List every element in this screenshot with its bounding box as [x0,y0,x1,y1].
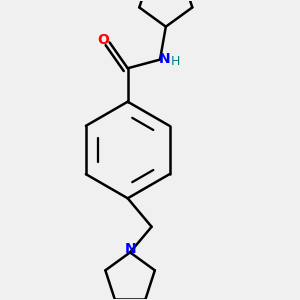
Text: N: N [124,242,136,256]
Text: H: H [171,55,180,68]
Text: N: N [159,52,171,66]
Text: O: O [97,33,109,47]
